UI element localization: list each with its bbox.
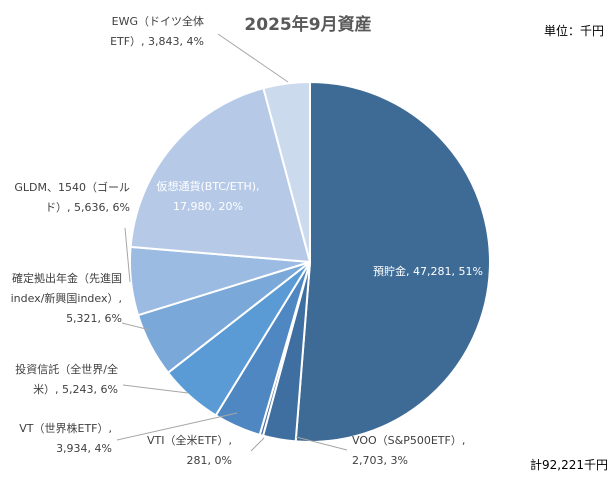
data-label-voo: VOO（S&P500ETF）, 2,703, 3% — [352, 434, 465, 467]
chart-title: 2025年9月資産 — [244, 15, 372, 35]
leader-line-mutual-funds — [122, 384, 189, 394]
leader-line-voo — [295, 436, 348, 451]
leader-line-gold — [124, 227, 131, 283]
leader-line-vt — [116, 412, 238, 441]
data-label-mutual-funds: 投資信託（全世界/全米）, 5,243, 6% — [15, 362, 118, 396]
total-label: 計92,221千円 — [530, 458, 608, 472]
data-label-vt: VT（世界株ETF）, 3,934, 4% — [19, 421, 112, 455]
data-label-vti: VTI（全米ETF）, 281, 0% — [147, 433, 232, 467]
data-label-crypto: 仮想通貨(BTC/ETH), 17,980, 20% — [156, 179, 259, 213]
pie-slice-ewg — [262, 81, 311, 263]
leader-line-pension — [121, 322, 151, 331]
data-label-pension: 確定拠出年金（先進国 index/新興国index）, 5,321, 6% — [11, 271, 122, 325]
leader-line-vti — [250, 437, 265, 452]
data-label-ewg: EWG（ドイツ全体 ETF）, 3,843, 4% — [110, 14, 204, 48]
data-label-deposits: 預貯金, 47,281, 51% — [373, 264, 483, 278]
data-label-gold: GLDM、1540（ゴールド）, 5,636, 6% — [14, 180, 130, 214]
pie-slice-crypto — [129, 87, 311, 263]
unit-label: 単位：千円 — [543, 24, 604, 38]
leader-line-ewg — [217, 33, 289, 83]
pie-slice-deposits — [294, 81, 491, 443]
